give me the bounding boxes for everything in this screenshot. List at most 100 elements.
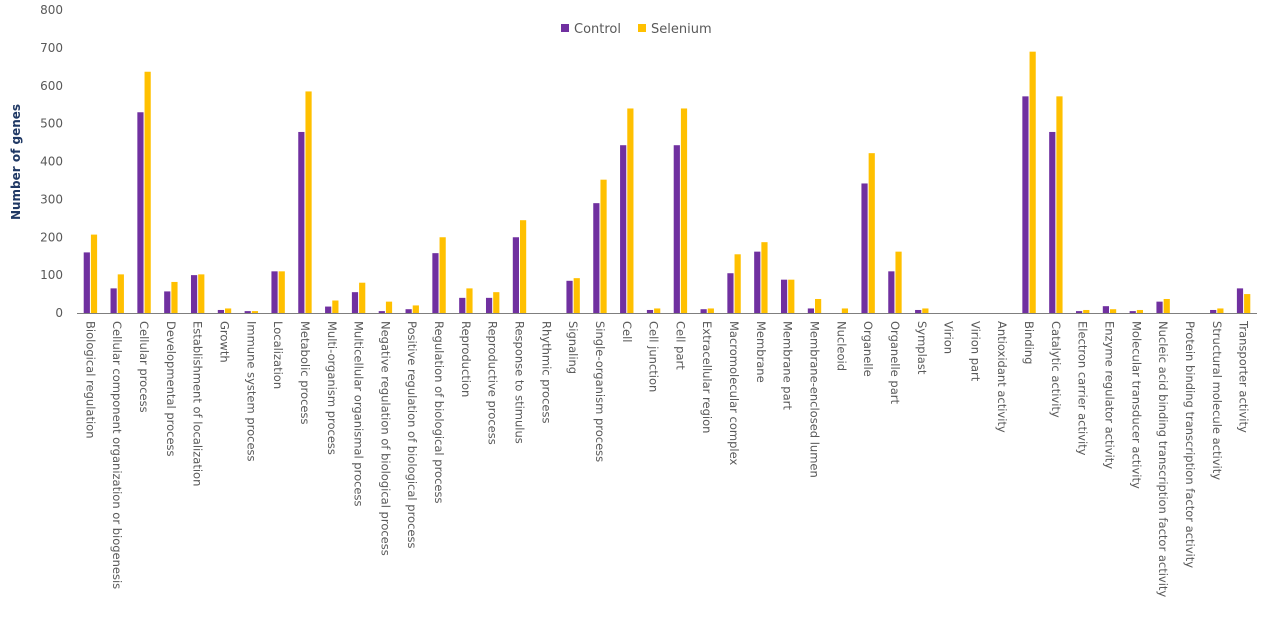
bar-control [754,251,761,313]
y-tick-label: 700 [40,41,63,55]
bar-control [1156,301,1163,313]
bar-selenium [1217,308,1224,313]
x-tick-label: Enzyme regulator activity [1103,321,1117,469]
bar-control [378,311,385,313]
bar-control [780,279,788,313]
x-tick-label: Nucleic acid binding transcription facto… [1156,321,1170,597]
bar-control [1236,288,1244,313]
bar-selenium [171,281,178,313]
bar-control [915,309,922,313]
bar-selenium [788,279,795,313]
bar-selenium [412,305,419,313]
x-axis-labels: Biological regulation Cellular component … [83,320,1250,597]
bar-control [1129,311,1136,313]
bar-selenium [385,301,393,313]
x-tick-label: Cell part [673,321,687,370]
bar-selenium [493,292,500,313]
bar-selenium [600,179,607,313]
bar-selenium [1083,309,1090,313]
legend-label-selenium: Selenium [651,22,712,37]
x-tick-label: Response to stimulus [513,321,527,444]
bar-control [700,309,707,313]
bar-control [1022,96,1029,313]
bar-control [190,275,198,313]
bar-control [727,273,734,313]
x-tick-label: Nucleoid [834,321,848,371]
bar-selenium [761,242,768,313]
bar-control [137,112,144,313]
x-tick-label: Multi-organism process [325,321,339,455]
bar-control [432,253,439,313]
y-tick-label: 100 [40,268,63,282]
x-tick-label: Membrane part [781,321,795,410]
x-tick-label: Molecular transducer activity [1129,321,1143,489]
bar-selenium [815,298,822,313]
y-tick-label: 200 [40,230,63,244]
bar-control [566,280,573,313]
x-tick-label: Virion part [968,321,982,382]
bar-selenium [627,108,634,313]
bar-selenium [1056,96,1063,313]
x-tick-label: Regulation of biological process [432,321,446,503]
x-tick-label: Rhythmic process [539,321,553,423]
x-tick-label: Single-organism process [593,321,607,462]
bar-control [110,288,117,313]
x-tick-label: Negative regulation of biological proces… [378,321,392,556]
bar-selenium [359,282,366,313]
bar-selenium [707,308,714,313]
bar-control [1210,309,1217,313]
bar-selenium [305,91,312,314]
bar-selenium [278,271,285,313]
x-tick-label: Immune system process [244,321,258,462]
bar-control [1075,311,1083,313]
y-axis-title: Number of genes [9,104,23,220]
x-tick-label: Extracellular region [700,321,714,433]
bar-control [244,311,251,313]
bar-selenium [117,274,124,313]
bar-selenium [680,108,688,313]
x-tick-label: Signaling [566,321,580,374]
x-tick-label: Antioxidant activity [995,321,1009,433]
bar-selenium [868,153,875,313]
x-tick-label: Virion [942,321,956,354]
bar-control [807,308,814,313]
legend-swatch-selenium [638,24,646,32]
bar-control [1049,131,1056,313]
x-tick-label: Cellular component organization or bioge… [110,321,124,589]
bar-control [646,309,654,313]
x-tick-label: Reproduction [459,321,473,397]
bar-control [861,183,868,313]
bar-control [298,131,305,313]
x-tick-label: Growth [218,321,232,363]
bar-control [351,292,359,313]
bar-selenium [144,71,151,313]
x-tick-label: Cell junction [647,321,661,392]
bar-selenium [251,311,259,313]
bar-selenium [1029,51,1036,313]
bar-control [271,271,278,313]
legend-swatch-control [561,24,569,32]
bar-selenium [841,308,849,313]
bar-selenium [654,308,661,313]
bar-selenium [1244,294,1251,313]
x-tick-label: Organelle part [888,321,902,404]
x-tick-label: Catalytic activity [1049,321,1063,418]
bar-control [512,237,519,313]
bar-control [325,306,332,313]
x-tick-label: Transporter activity [1237,320,1251,433]
x-tick-label: Organelle [861,321,875,377]
legend-label-control: Control [574,22,621,37]
bar-control [405,309,412,313]
bar-control [593,203,600,313]
bar-selenium [734,254,741,313]
bar-selenium [198,274,205,313]
x-tick-label: Symplast [915,321,929,375]
x-tick-label: Reproductive process [486,321,500,445]
bar-control [673,145,680,313]
x-tick-label: Biological regulation [83,321,97,438]
y-tick-label: 0 [55,306,63,320]
bar-control [485,297,493,313]
bar-control [217,309,224,313]
